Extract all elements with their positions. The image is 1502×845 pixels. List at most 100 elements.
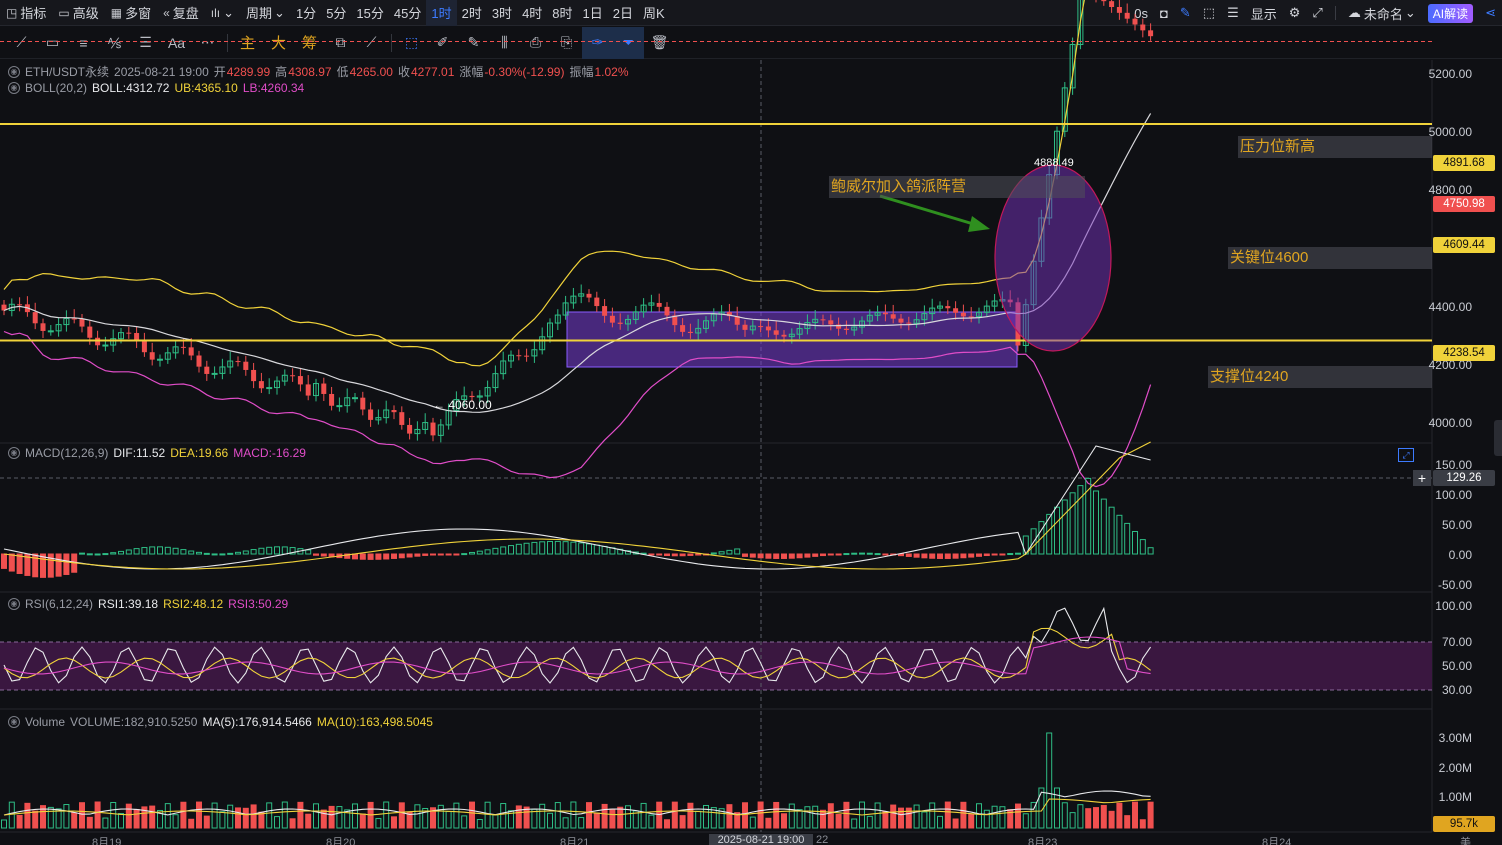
list-icon[interactable]: ☰ bbox=[1227, 5, 1239, 20]
macd-bar bbox=[937, 553, 943, 559]
more-icon[interactable]: ⋯ bbox=[200, 34, 215, 50]
macd-bar bbox=[445, 553, 452, 556]
measure-icon[interactable]: ⟋ bbox=[366, 34, 377, 50]
lock-icon[interactable]: ⎙ bbox=[529, 34, 542, 50]
camera-icon[interactable]: ◘ bbox=[1160, 5, 1168, 21]
magic-pen-icon[interactable]: ✑ bbox=[582, 26, 613, 59]
horizontal-lines-icon[interactable]: ☰ bbox=[139, 34, 152, 50]
filter-icon[interactable]: ⏷ bbox=[613, 26, 644, 59]
expand-icon[interactable]: ⤢ bbox=[1398, 448, 1414, 462]
date-label: 8月21 bbox=[560, 837, 590, 845]
replay-button[interactable]: «复盘 bbox=[163, 5, 199, 22]
eye-icon[interactable]: ◉ bbox=[8, 82, 20, 94]
volume-bar bbox=[593, 812, 600, 829]
volume-bar bbox=[703, 804, 709, 829]
pen-icon[interactable]: ✎ bbox=[1179, 5, 1191, 20]
candle-body bbox=[71, 318, 77, 320]
macd-dif-line bbox=[3, 445, 1151, 570]
candle-body bbox=[414, 428, 421, 435]
text-tool-button[interactable]: Aa bbox=[167, 34, 186, 51]
edit-note-icon[interactable]: ⎘ bbox=[560, 34, 573, 50]
layout-dropdown[interactable]: ☁ 未命名 ⌄ bbox=[1347, 5, 1416, 22]
timeframe-tab[interactable]: 2时 bbox=[461, 6, 482, 21]
macd-bar bbox=[570, 541, 577, 555]
fib-icon[interactable]: ⅍ bbox=[107, 34, 122, 51]
multi-window-button[interactable]: ▦ 多窗 bbox=[110, 5, 152, 22]
macd-bar bbox=[1124, 522, 1131, 555]
date-label: 8月23 bbox=[1028, 837, 1058, 845]
period-dropdown[interactable]: 周期 ⌄ bbox=[246, 4, 285, 22]
volume-bar bbox=[586, 802, 592, 829]
candle-body bbox=[469, 395, 475, 398]
volume-bar bbox=[742, 802, 748, 829]
macd-bar bbox=[211, 553, 218, 556]
macd-bar bbox=[874, 553, 881, 556]
frame-icon[interactable]: ⬚ bbox=[1202, 5, 1216, 20]
volume-bar bbox=[1139, 819, 1146, 829]
timeframe-tab[interactable]: 5分 bbox=[326, 6, 347, 21]
timeframe-tab[interactable]: 1时 bbox=[426, 0, 457, 26]
chart-type-button[interactable]: ılı ⌄ bbox=[205, 0, 240, 26]
brush-icon[interactable]: ✐ bbox=[436, 34, 449, 50]
select-icon[interactable]: ⬚ bbox=[404, 34, 419, 50]
parallel-lines-icon[interactable]: ≡ bbox=[79, 34, 88, 51]
macd-bar bbox=[250, 549, 257, 555]
candle-body bbox=[251, 369, 257, 382]
indicators-button[interactable]: ◳ 指标 bbox=[6, 5, 47, 22]
side-panel-handle[interactable] bbox=[1494, 420, 1502, 456]
timeframe-tab[interactable]: 1分 bbox=[295, 6, 317, 21]
timeframe-tab[interactable]: 45分 bbox=[393, 6, 422, 21]
macd-bar bbox=[258, 547, 265, 555]
volume-bar bbox=[882, 811, 889, 829]
candle-body bbox=[640, 304, 647, 313]
trash-icon[interactable]: 🗑 bbox=[650, 34, 669, 50]
eye-icon[interactable]: ◉ bbox=[8, 716, 20, 728]
rectangle-icon[interactable]: ▭ bbox=[45, 34, 60, 50]
cloud-icon: ☁ bbox=[1347, 5, 1361, 20]
candle-body bbox=[235, 361, 241, 363]
candle-body bbox=[594, 297, 600, 307]
big-button[interactable]: 大 bbox=[270, 35, 286, 52]
timeframe-tab[interactable]: 4时 bbox=[522, 6, 543, 21]
volume-bar bbox=[1085, 808, 1092, 829]
eye-icon[interactable]: ◉ bbox=[8, 65, 20, 78]
timeframe-tab[interactable]: 周K bbox=[643, 6, 665, 21]
eye-icon[interactable]: ◉ bbox=[8, 598, 20, 610]
macd-bar bbox=[687, 553, 694, 556]
main-button[interactable]: 主 bbox=[239, 35, 255, 52]
timeframe-tab[interactable]: 2日 bbox=[612, 6, 633, 21]
annotation-powell[interactable]: 鲍威尔加入鸽派阵营 bbox=[829, 176, 1085, 198]
macd-bar bbox=[710, 552, 717, 555]
fullscreen-icon[interactable]: ⤢ bbox=[1312, 5, 1323, 20]
display-button[interactable]: 显示 bbox=[1250, 6, 1277, 22]
volume-bar bbox=[1015, 803, 1021, 829]
compare-icon[interactable]: ⫼ bbox=[501, 34, 508, 50]
annotation-support[interactable]: 支撑位4240 bbox=[1208, 366, 1432, 388]
magnet-icon[interactable]: ⧉ bbox=[335, 34, 346, 50]
share-icon[interactable]: ⋖ bbox=[1485, 5, 1496, 20]
timeframe-tab[interactable]: 15分 bbox=[356, 6, 384, 21]
timeframe-tab[interactable]: 8时 bbox=[552, 6, 573, 21]
volume-bar bbox=[788, 803, 795, 829]
timeframe-tab[interactable]: 3时 bbox=[491, 6, 513, 21]
rsi1-line bbox=[3, 606, 1152, 684]
chips-button[interactable]: 筹 bbox=[301, 35, 317, 52]
volume-bar bbox=[94, 801, 101, 829]
macd-bar bbox=[1007, 553, 1014, 556]
eraser-icon[interactable]: ✎ bbox=[467, 34, 480, 50]
eye-icon[interactable]: ◉ bbox=[8, 447, 20, 459]
timeframe-tab[interactable]: 1日 bbox=[582, 6, 603, 21]
candle-body bbox=[476, 395, 483, 398]
volume-bar bbox=[866, 815, 873, 829]
annotation-key-level[interactable]: 关键位4600 bbox=[1228, 247, 1432, 269]
ai-interpret-button[interactable]: AI解读 bbox=[1427, 3, 1474, 23]
advanced-button[interactable]: ▭ 高级 bbox=[58, 5, 99, 22]
add-icon[interactable]: + bbox=[1413, 470, 1431, 486]
annotation-resistance[interactable]: 压力位新高 bbox=[1238, 136, 1432, 158]
rsi-axis-label: 100.00 bbox=[1435, 599, 1472, 613]
settings-gear-icon[interactable]: ⚙ bbox=[1288, 5, 1301, 20]
volume-bar bbox=[24, 802, 31, 829]
macd-bar bbox=[492, 547, 499, 555]
trend-line-icon[interactable]: ⟋ bbox=[16, 34, 27, 50]
